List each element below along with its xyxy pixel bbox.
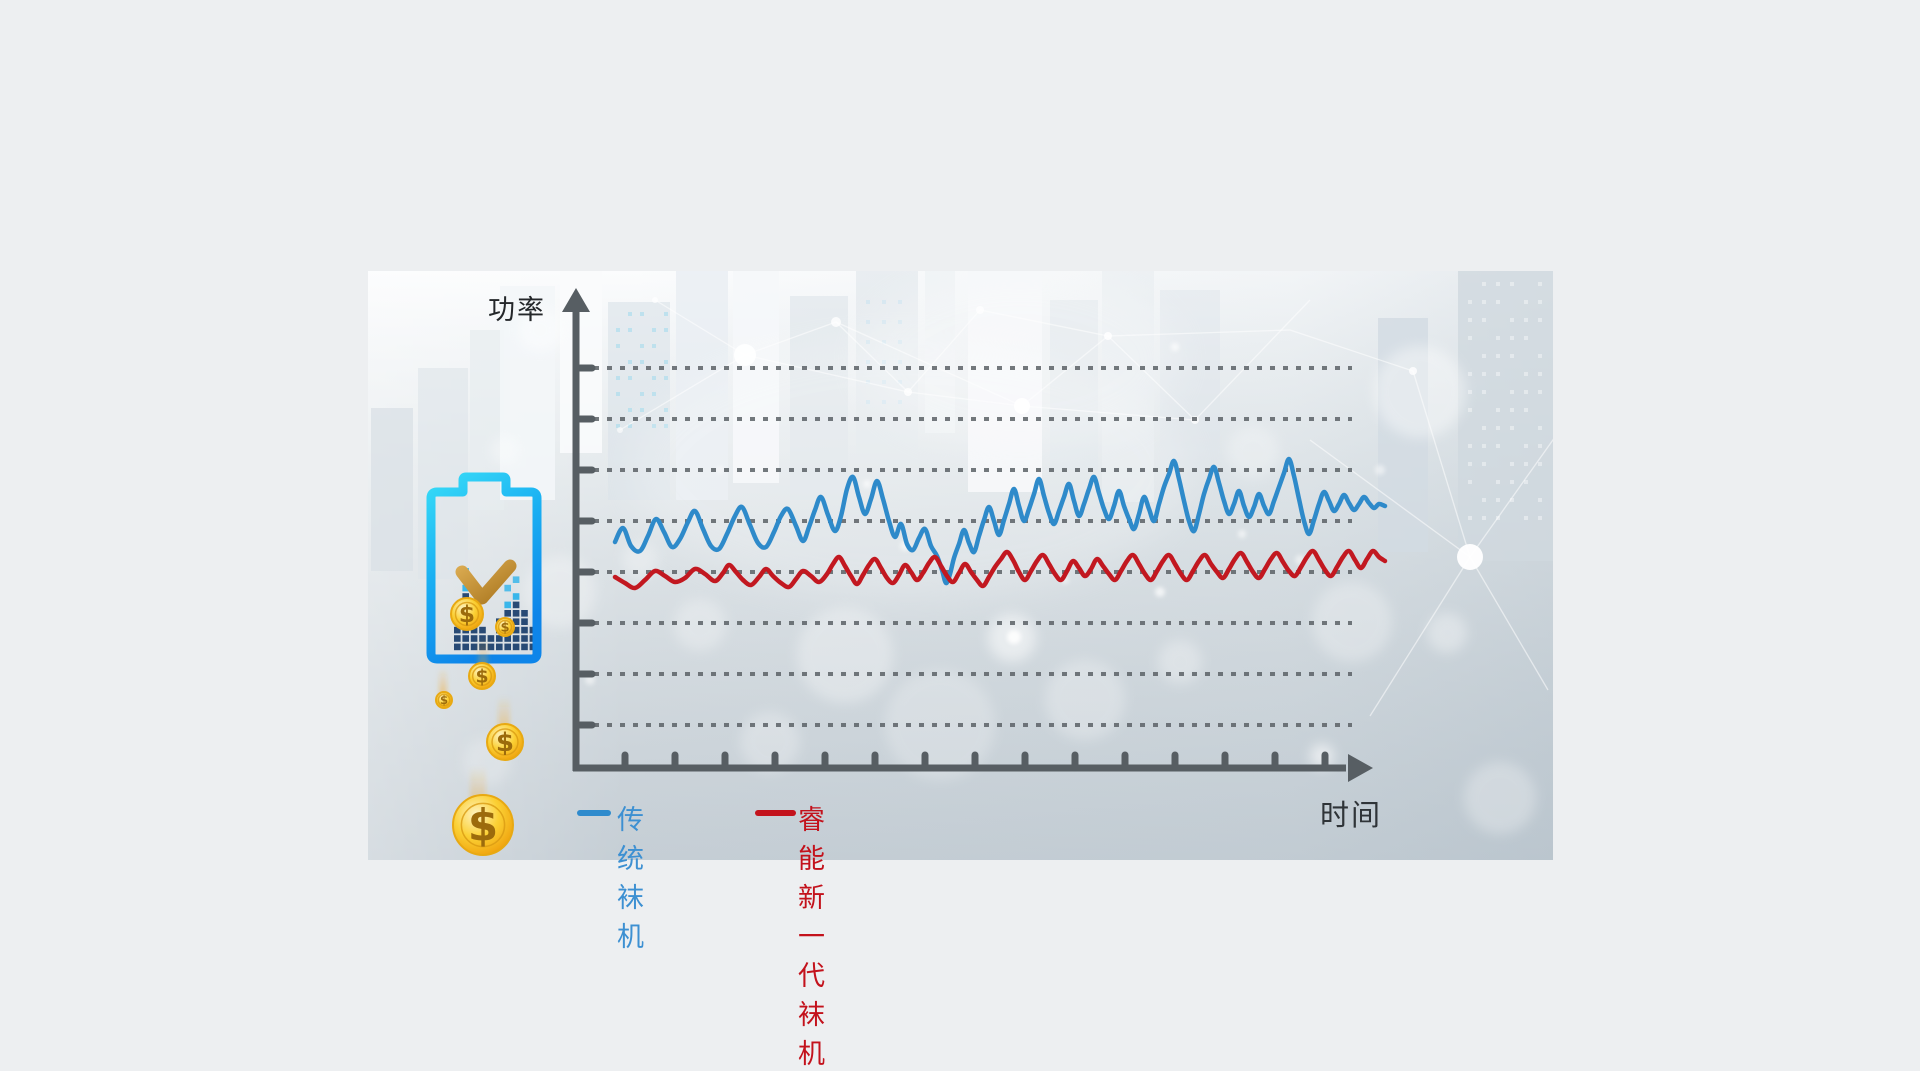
legend-line-blue — [577, 810, 611, 816]
blue-series-line — [612, 456, 1388, 586]
y-axis-label: 功率 — [488, 295, 546, 325]
legend-label-red: 睿能新一代袜机 — [798, 805, 826, 1069]
x-axis-label: 时间 — [1320, 800, 1383, 832]
gold-coin-icon: $ — [468, 662, 496, 690]
battery-outline — [426, 472, 542, 664]
axes — [562, 288, 1373, 782]
dollar-sign: $ — [468, 801, 498, 851]
x-axis-arrow-icon — [1348, 754, 1373, 782]
check-icon — [455, 559, 517, 605]
legend-line-red — [755, 810, 796, 816]
promo-energy-chart: $ $ $ $ $ $ 功率 时间 传统袜机 睿能新一代袜机 — [368, 271, 1553, 1069]
gold-coin-icon: $ — [450, 597, 484, 631]
x-axis-ticks — [621, 751, 1329, 772]
gold-coin-icon: $ — [486, 723, 524, 761]
y-axis-arrow-icon — [562, 288, 590, 312]
dollar-sign: $ — [496, 728, 514, 758]
gold-coin-icon: $ — [452, 794, 514, 856]
gold-coin-icon: $ — [495, 617, 515, 637]
legend-label-blue: 传统袜机 — [617, 805, 645, 952]
dollar-sign: $ — [500, 621, 509, 636]
dollar-sign: $ — [475, 667, 488, 688]
light-glow-decor — [860, 271, 1180, 450]
gold-coin-icon: $ — [435, 691, 453, 709]
dollar-sign: $ — [459, 601, 475, 628]
network-lines-decor — [617, 297, 1553, 717]
chart-scene: $ $ $ $ $ $ — [371, 271, 1553, 856]
dollar-sign: $ — [440, 693, 448, 707]
red-series-line — [612, 548, 1388, 591]
gold-coins: $ $ $ $ $ $ — [435, 597, 524, 856]
y-axis-ticks — [576, 364, 596, 729]
